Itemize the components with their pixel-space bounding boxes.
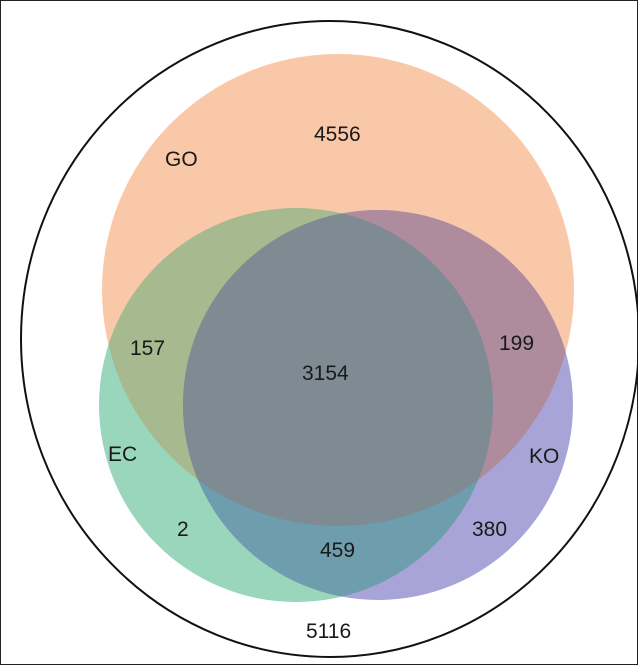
go-label: GO [165,148,198,171]
universe-circle [20,20,638,658]
go-ko-count: 199 [499,332,534,355]
ec-only-count: 2 [177,518,189,541]
ec-ko-count: 459 [320,539,355,562]
ko-label: KO [529,445,559,468]
all-three-count: 3154 [302,362,349,385]
go-only-count: 4556 [314,123,361,146]
ec-label: EC [108,443,137,466]
outside-count: 5116 [306,620,351,643]
go-ec-count: 157 [130,337,165,360]
ko-only-count: 380 [472,518,507,541]
